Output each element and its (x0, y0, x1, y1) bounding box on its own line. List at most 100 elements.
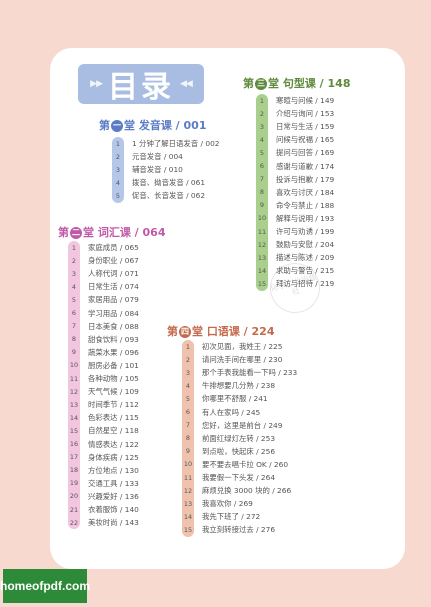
entry-number: 11 (69, 374, 79, 383)
footer-logo[interactable]: homeofpdf.com (0, 569, 90, 603)
toc-entry[interactable]: 16 情感表达 / 122 (68, 438, 139, 451)
entry-number: 10 (69, 361, 79, 370)
entry-label: 我要假一下头发 / 264 (202, 473, 276, 482)
entry-label: 前面红绿灯左转 / 253 (202, 433, 276, 443)
entry-number: 14 (183, 512, 193, 521)
toc-entry[interactable]: 1 1 分钟了解日语发音 / 002 (112, 137, 220, 150)
toc-entry[interactable]: 8 喜欢与讨厌 / 184 (256, 186, 334, 199)
toc-entry[interactable]: 5 提问与回答 / 169 (256, 146, 334, 159)
toc-entry[interactable]: 14 求助与警告 / 215 (256, 264, 334, 277)
toc-entry[interactable]: 8 前面红绿灯左转 / 253 (182, 432, 275, 445)
toc-entry[interactable]: 3 日常与生活 / 159 (256, 120, 334, 133)
entry-label: 拜访与招待 / 219 (276, 279, 335, 289)
entry-label: 日常生活 / 074 (88, 282, 139, 292)
toc-entry[interactable]: 6 感谢与道歉 / 174 (256, 160, 334, 173)
section-title-2[interactable]: 第二堂 词汇课 / 064 (58, 226, 166, 239)
toc-entry[interactable]: 5 促音、长音发音 / 062 (112, 189, 205, 202)
entry-label: 日常与生活 / 159 (276, 122, 335, 132)
entry-label: 情感表达 / 122 (88, 439, 139, 449)
section-title-4[interactable]: 第四堂 口语课 / 224 (167, 325, 275, 338)
entry-number: 4 (185, 381, 191, 390)
section-title-3[interactable]: 第三堂 句型课 / 148 (243, 77, 351, 90)
toc-entry[interactable]: 1 寒暄与问候 / 149 (256, 94, 334, 107)
number-bar (68, 241, 80, 530)
toc-entry[interactable]: 12 天气气候 / 109 (68, 385, 139, 398)
toc-entry[interactable]: 14 我先下班了 / 272 (182, 510, 260, 523)
toc-entry[interactable]: 1 家庭成员 / 065 (68, 241, 139, 254)
entry-label: 元音发音 / 004 (132, 152, 183, 162)
toc-entry[interactable]: 21 衣着服饰 / 140 (68, 503, 139, 516)
entry-number: 17 (69, 453, 79, 462)
toc-entry[interactable]: 15 自然星空 / 118 (68, 424, 139, 437)
entry-number: 6 (259, 162, 265, 170)
toc-entry[interactable]: 7 投诉与抱歉 / 179 (256, 173, 334, 186)
toc-entry[interactable]: 8 甜食饮料 / 093 (68, 333, 139, 346)
toc-entry[interactable]: 11 各种动物 / 105 (68, 372, 139, 385)
toc-entry[interactable]: 6 有人在家吗 / 245 (182, 406, 260, 419)
toc-entry[interactable]: 9 蔬菜水果 / 096 (68, 346, 139, 359)
entry-label: 身份职业 / 067 (88, 256, 139, 266)
entry-label: 我立刻转接过去 / 276 (202, 525, 276, 535)
toc-entry[interactable]: 11 许可与劝诱 / 199 (256, 225, 334, 238)
toc-entry[interactable]: 15 拜访与招待 / 219 (256, 277, 334, 290)
entry-label: 牛排想要几分熟 / 238 (202, 381, 276, 391)
toc-entry[interactable]: 10 解释与说明 / 193 (256, 212, 334, 225)
entry-label: 到点啦，快起床 / 256 (202, 446, 276, 456)
toc-entry[interactable]: 2 元音发音 / 004 (112, 150, 183, 163)
entry-label: 时间季节 / 112 (88, 400, 139, 410)
toc-entry[interactable]: 7 日本美食 / 088 (68, 320, 139, 333)
entry-label: 日本美食 / 088 (88, 321, 139, 331)
toc-entry[interactable]: 15 我立刻转接过去 / 276 (182, 523, 275, 536)
toc-entry[interactable]: 9 命令与禁止 / 188 (256, 199, 334, 212)
entry-label: 提问与回答 / 169 (276, 148, 335, 158)
toc-entry[interactable]: 13 描述与陈述 / 209 (256, 251, 334, 264)
entry-number: 1 (259, 96, 265, 105)
entry-number: 5 (185, 394, 191, 403)
toc-entry[interactable]: 7 您好，这里是前台 / 249 (182, 419, 283, 432)
toc-entry[interactable]: 12 麻烦兑换 3000 块的 / 266 (182, 484, 291, 497)
toc-entry[interactable]: 10 厨房必备 / 101 (68, 359, 139, 372)
toc-entry[interactable]: 22 美妆时尚 / 143 (68, 516, 139, 529)
toc-entry[interactable]: 2 介绍与询问 / 153 (256, 107, 334, 120)
toc-entry[interactable]: 5 你哪里不舒服 / 241 (182, 392, 268, 405)
toc-entry[interactable]: 3 辅音发音 / 010 (112, 163, 183, 176)
entry-label: 求助与警告 / 215 (276, 266, 335, 276)
toc-entry[interactable]: 2 请问洗手间在哪里 / 230 (182, 353, 283, 366)
toc-entry[interactable]: 3 那个手表我能看一下吗 / 233 (182, 366, 297, 379)
entry-number: 10 (257, 214, 267, 223)
entry-label: 厨房必备 / 101 (88, 360, 139, 370)
toc-entry[interactable]: 3 人称代词 / 071 (68, 267, 139, 280)
toc-entry[interactable]: 17 身体疾病 / 125 (68, 451, 139, 464)
entry-number: 13 (257, 253, 267, 262)
entry-number: 22 (69, 518, 79, 527)
toc-entry[interactable]: 10 要不要去唱卡拉 OK / 260 (182, 458, 288, 471)
entry-number: 11 (257, 227, 267, 236)
toc-entry[interactable]: 19 交通工具 / 133 (68, 477, 139, 490)
toc-entry[interactable]: 20 兴趣爱好 / 136 (68, 490, 139, 503)
toc-entry[interactable]: 4 问候与祝福 / 165 (256, 133, 334, 146)
toc-entry[interactable]: 13 时间季节 / 112 (68, 398, 139, 411)
toc-entry[interactable]: 13 我喜欢你 / 269 (182, 497, 253, 510)
toc-entry[interactable]: 14 色彩表达 / 115 (68, 411, 139, 424)
toc-entry[interactable]: 4 日常生活 / 074 (68, 280, 139, 293)
section-title-1[interactable]: 第一堂 发音课 / 001 (99, 119, 207, 132)
toc-entry[interactable]: 12 鼓励与安慰 / 204 (256, 238, 334, 251)
toc-entry[interactable]: 4 拨音、拗音发音 / 061 (112, 176, 205, 189)
entry-label: 促音、长音发音 / 062 (132, 191, 206, 201)
toc-entry[interactable]: 2 身份职业 / 067 (68, 254, 139, 267)
entry-number: 3 (71, 269, 77, 278)
number-bar (182, 340, 194, 537)
entry-label: 投诉与抱歉 / 179 (276, 174, 335, 184)
toc-entry[interactable]: 11 我要假一下头发 / 264 (182, 471, 275, 484)
entry-label: 有人在家吗 / 245 (202, 407, 261, 417)
toc-entry[interactable]: 18 方位地点 / 130 (68, 464, 139, 477)
entry-number: 4 (259, 135, 265, 144)
entry-number: 20 (69, 492, 79, 501)
entry-number: 14 (69, 413, 79, 422)
toc-entry[interactable]: 5 家居用品 / 079 (68, 293, 139, 306)
toc-entry[interactable]: 1 初次见面，我姓王 / 225 (182, 340, 283, 353)
toc-entry[interactable]: 6 学习用品 / 084 (68, 307, 139, 320)
toc-entry[interactable]: 4 牛排想要几分熟 / 238 (182, 379, 275, 392)
entry-number: 12 (183, 486, 193, 495)
toc-entry[interactable]: 9 到点啦，快起床 / 256 (182, 445, 275, 458)
